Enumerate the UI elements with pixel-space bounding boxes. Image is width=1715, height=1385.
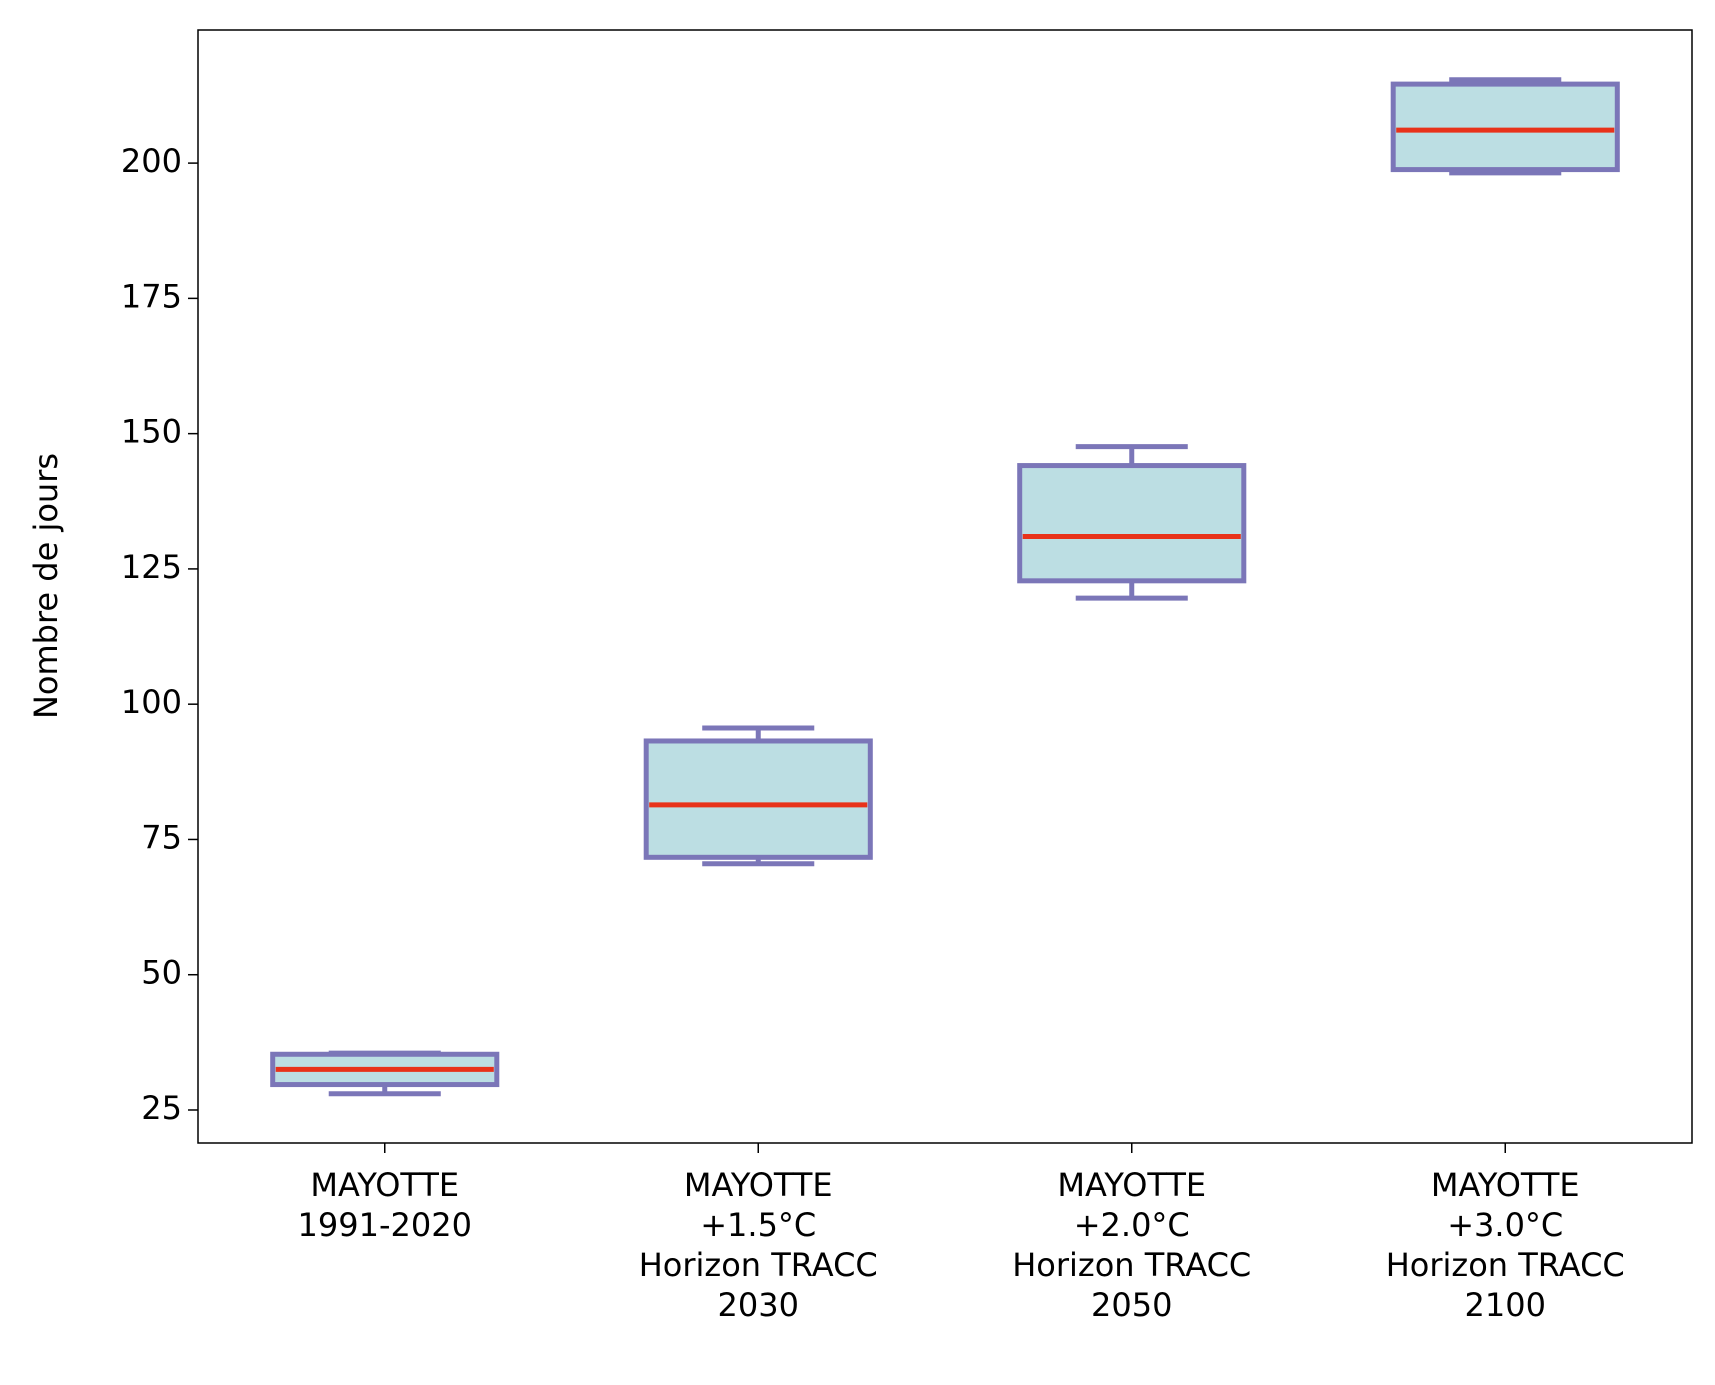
y-axis-label: Nombre de jours bbox=[27, 453, 65, 719]
y-tick-label: 150 bbox=[121, 413, 182, 451]
y-tick-label: 100 bbox=[121, 683, 182, 721]
y-tick-label: 125 bbox=[121, 548, 182, 586]
box bbox=[1390, 81, 1620, 173]
y-tick-label: 175 bbox=[121, 277, 182, 315]
axes-frame bbox=[197, 29, 1693, 1144]
box bbox=[643, 738, 873, 860]
x-tick-label: MAYOTTE +3.0°C Horizon TRACC 2100 bbox=[1385, 1166, 1625, 1324]
box bbox=[1017, 463, 1247, 584]
y-tick-label: 200 bbox=[121, 142, 182, 180]
x-tick-label: MAYOTTE 1991-2020 bbox=[297, 1166, 472, 1244]
y-tick-label: 25 bbox=[141, 1089, 182, 1127]
x-tick-label: MAYOTTE +2.0°C Horizon TRACC 2050 bbox=[1012, 1166, 1252, 1324]
y-tick-label: 50 bbox=[141, 954, 182, 992]
x-tick-label: MAYOTTE +1.5°C Horizon TRACC 2030 bbox=[638, 1166, 878, 1324]
y-tick-label: 75 bbox=[141, 818, 182, 856]
